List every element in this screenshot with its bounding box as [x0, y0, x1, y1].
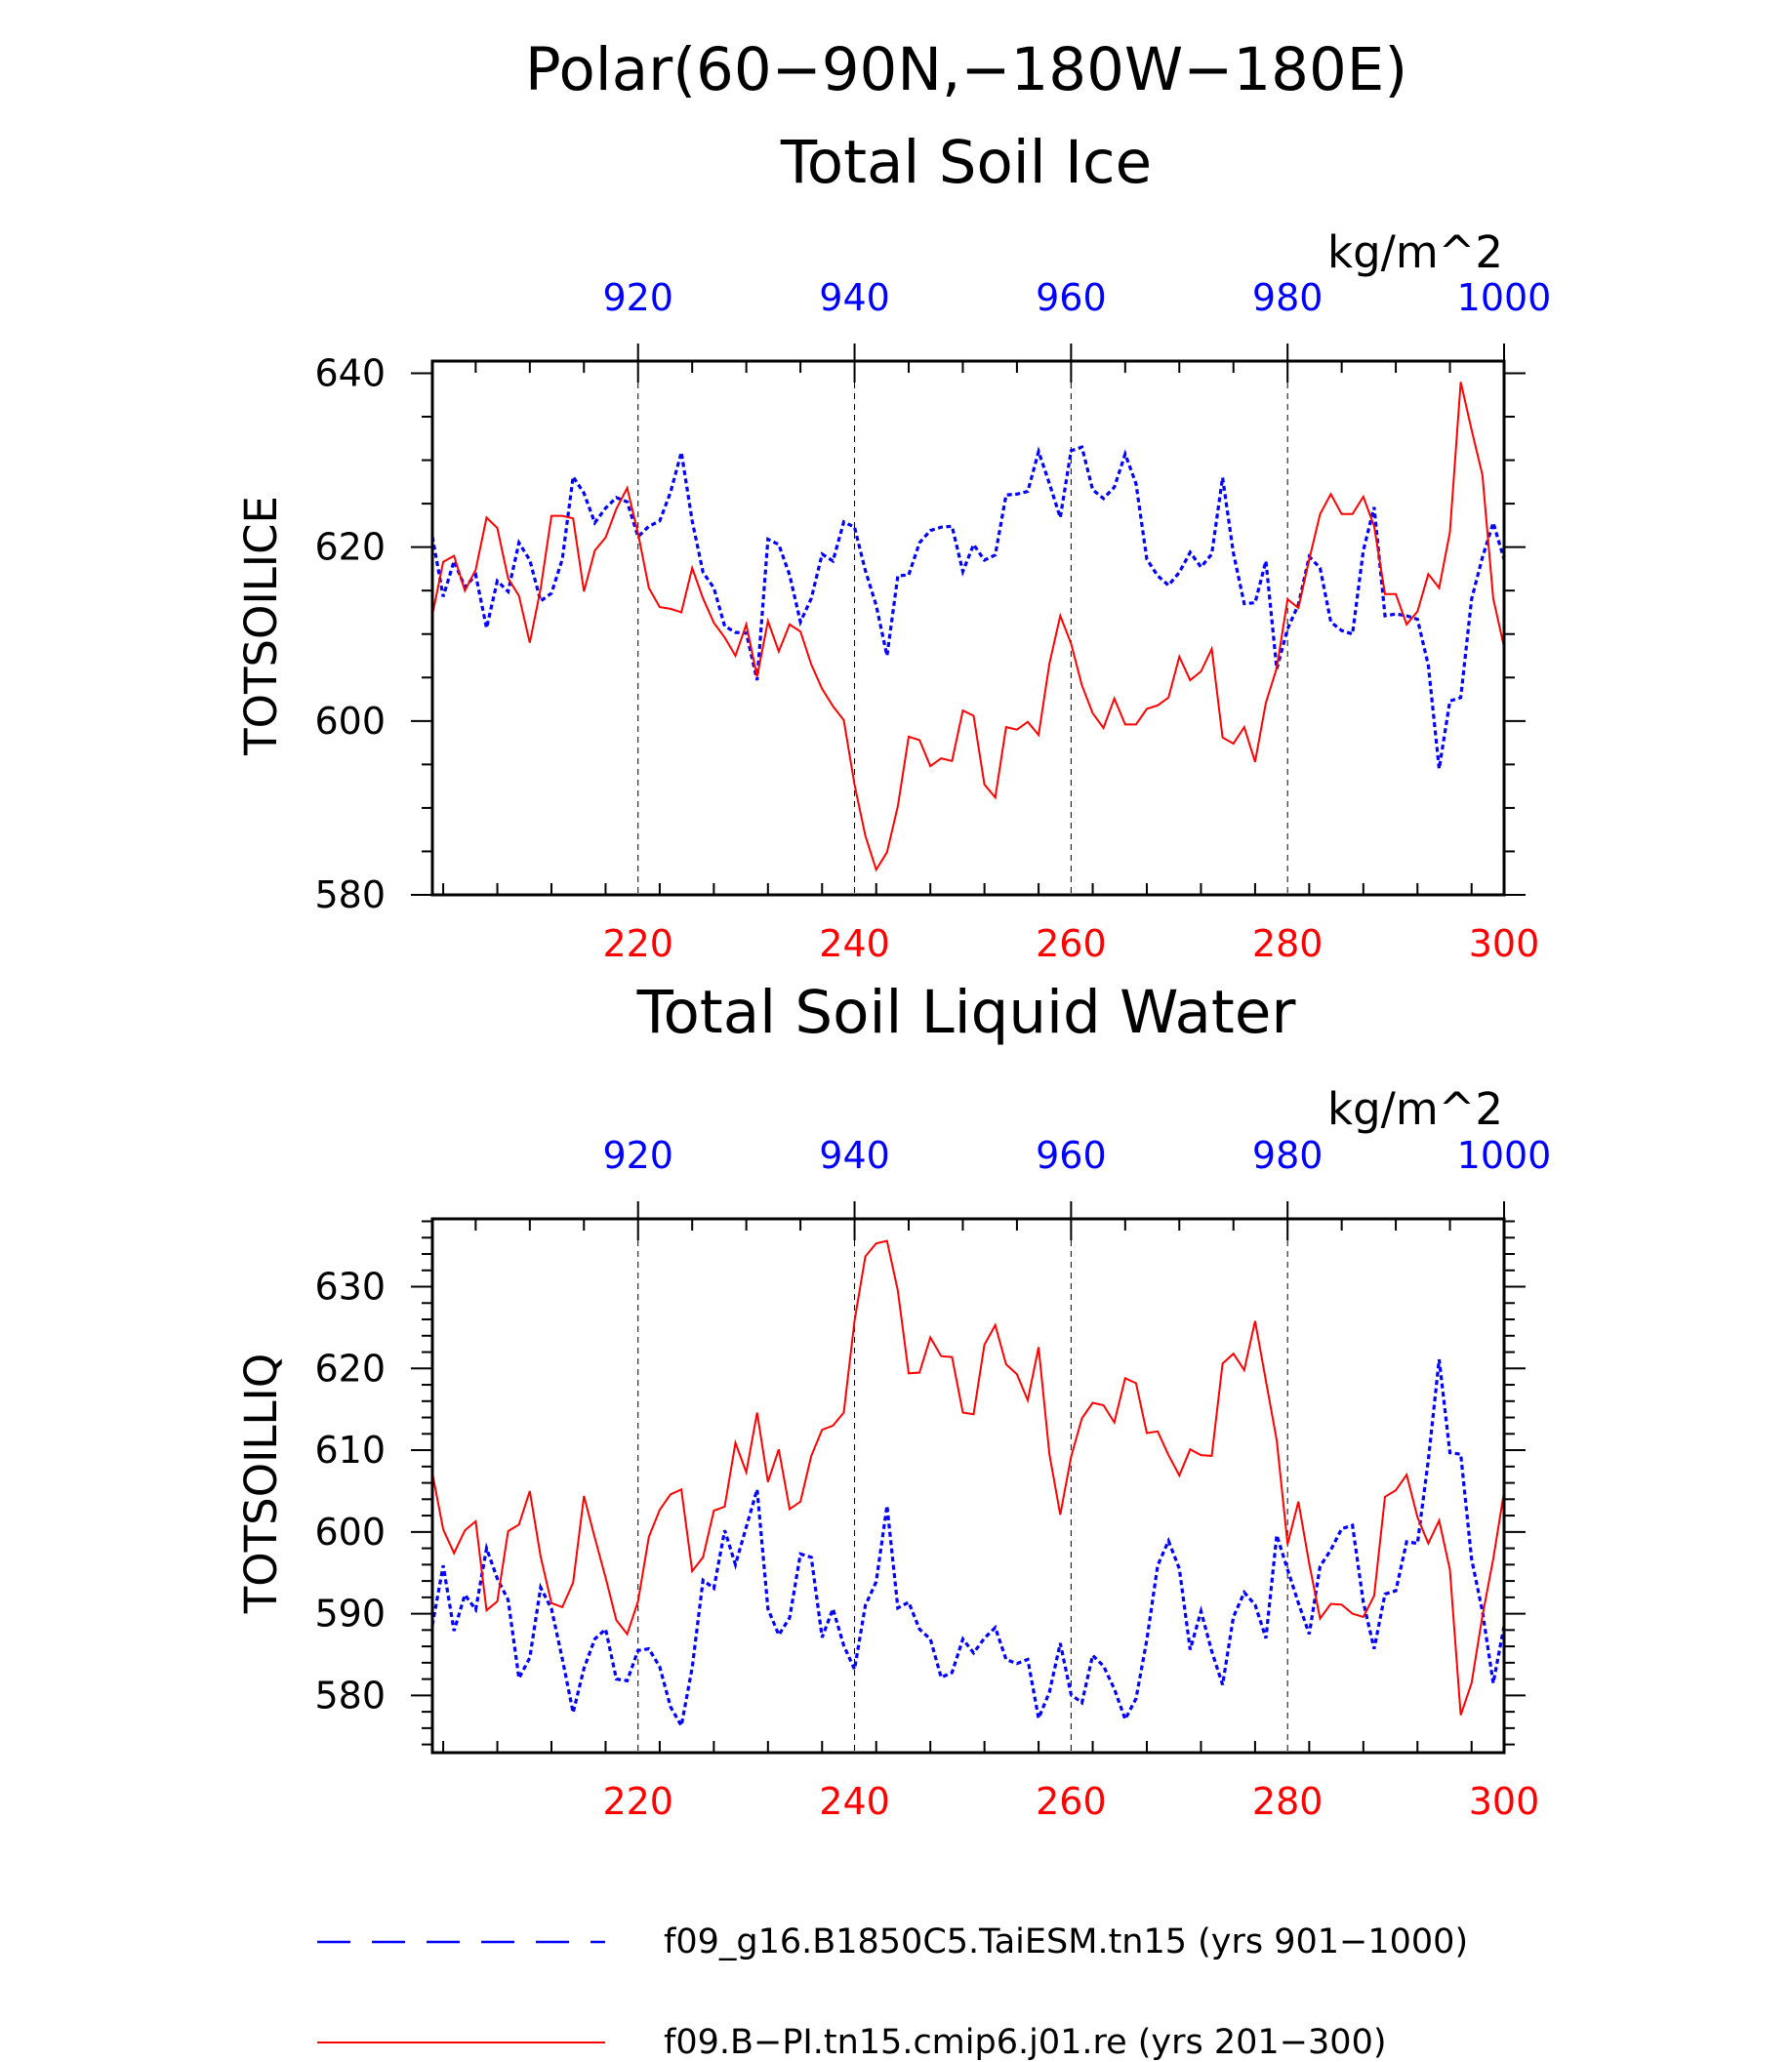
axes: 220 240 260 280 300 920 940 960 980 1000 580 590 600…: [314, 1134, 1551, 1823]
x-tick-label-top: 1000: [1457, 1134, 1552, 1177]
y-tick-label: 620: [314, 526, 386, 569]
x-tick-label-bottom: 300: [1469, 922, 1540, 965]
legend-label: f09_g16.B1850C5.TaiESM.tn15 (yrs 901−100…: [664, 1922, 1468, 1961]
series-group: [430, 1239, 1506, 1730]
y-tick-label: 600: [314, 700, 386, 743]
series-line-red: [431, 1239, 1505, 1716]
x-tick-label-top: 980: [1252, 276, 1324, 319]
y-tick-label: 640: [314, 351, 386, 394]
x-tick-label-bottom: 280: [1252, 1780, 1324, 1823]
x-tick-label-bottom: 300: [1469, 1780, 1540, 1823]
x-tick-label-bottom: 240: [819, 1780, 890, 1823]
x-tick-label-top: 980: [1252, 1134, 1324, 1177]
y-tick-label: 580: [314, 1674, 386, 1717]
series-line-blue: [430, 1358, 1506, 1730]
series-line-red: [431, 382, 1505, 872]
x-tick-label-bottom: 220: [602, 1780, 673, 1823]
x-tick-label-top: 920: [602, 276, 673, 319]
y-tick-label: 620: [314, 1347, 386, 1390]
series-line-blue: [430, 445, 1506, 770]
x-tick-label-bottom: 280: [1252, 922, 1324, 965]
x-tick-label-top: 940: [819, 276, 890, 319]
chart-panel-soil-ice: Total Soil Ice kg/m^2 TOTSOILICE 220 240 2…: [235, 128, 1551, 965]
x-tick-label-bottom: 260: [1036, 922, 1107, 965]
y-tick-label: 630: [314, 1266, 386, 1309]
x-tick-label-bottom: 220: [602, 922, 673, 965]
figure-title: Polar(60−90N,−180W−180E): [525, 35, 1407, 104]
x-tick-label-top: 960: [1036, 276, 1107, 319]
y-tick-label: 590: [314, 1593, 386, 1636]
y-tick-label: 610: [314, 1429, 386, 1472]
y-tick-label: 600: [314, 1511, 386, 1554]
units-label: kg/m^2: [1327, 1083, 1503, 1135]
legend-label: f09.B−PI.tn15.cmip6.j01.re (yrs 201−300): [664, 2023, 1387, 2062]
units-label: kg/m^2: [1327, 226, 1503, 278]
y-axis-label: TOTSOILLIQ: [235, 1354, 287, 1614]
grid-lines: [637, 1219, 1288, 1753]
x-tick-label-top: 1000: [1457, 276, 1552, 319]
plot-frame: [430, 1217, 1506, 1755]
chart-title: Total Soil Ice: [780, 128, 1152, 197]
x-tick-label-top: 940: [819, 1134, 890, 1177]
grid-lines: [637, 361, 1288, 895]
plot-frame: [430, 359, 1506, 897]
axes: 220 240 260 280 300 920 940 960 980 1000 580 600 620…: [314, 276, 1551, 965]
y-axis-label: TOTSOILICE: [235, 496, 287, 756]
x-tick-label-bottom: 240: [819, 922, 890, 965]
x-tick-label-top: 960: [1036, 1134, 1107, 1177]
x-tick-label-bottom: 260: [1036, 1780, 1107, 1823]
series-group: [430, 382, 1506, 872]
chart-panel-soil-liquid-water: Total Soil Liquid Water kg/m^2 TOTSOILLI…: [235, 978, 1551, 1823]
x-tick-label-top: 920: [602, 1134, 673, 1177]
chart-title: Total Soil Liquid Water: [636, 978, 1297, 1047]
legend: f09_g16.B1850C5.TaiESM.tn15 (yrs 901−100…: [317, 1922, 1468, 2062]
y-tick-label: 580: [314, 873, 386, 916]
